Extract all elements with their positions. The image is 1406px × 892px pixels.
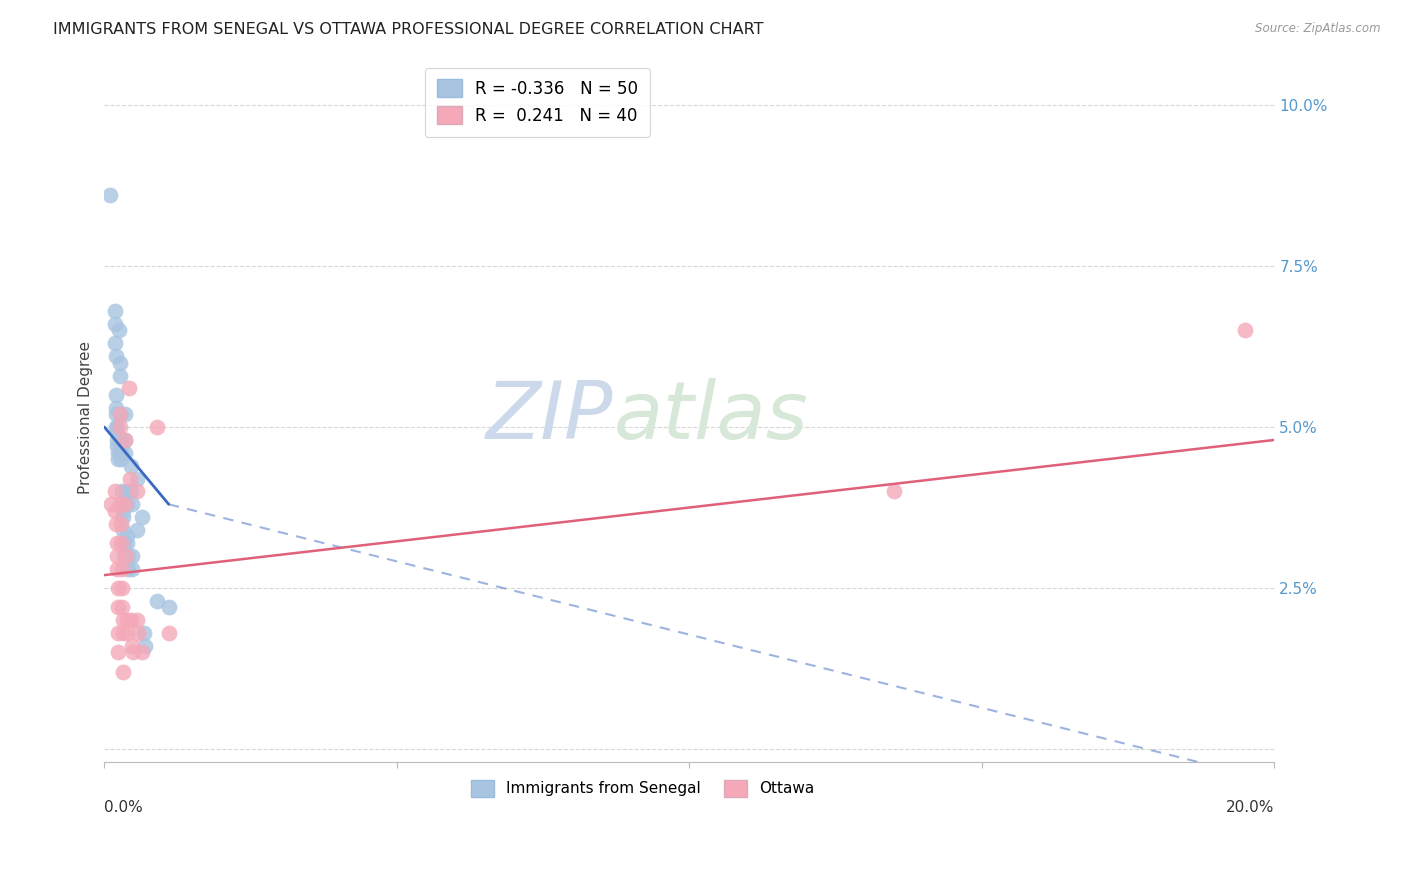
Point — [110, 516, 132, 531]
Text: IMMIGRANTS FROM SENEGAL VS OTTAWA PROFESSIONAL DEGREE CORRELATION CHART: IMMIGRANTS FROM SENEGAL VS OTTAWA PROFES… — [53, 22, 763, 37]
Point — [120, 471, 142, 485]
Point — [105, 407, 128, 421]
Point — [121, 639, 143, 653]
Point — [112, 665, 135, 679]
Point — [111, 626, 134, 640]
Point — [1234, 323, 1257, 337]
Point — [146, 594, 169, 608]
Point — [157, 600, 180, 615]
Point — [108, 323, 131, 337]
Point — [108, 407, 131, 421]
Point — [111, 562, 134, 576]
Point — [134, 639, 156, 653]
Point — [117, 562, 139, 576]
Y-axis label: Professional Degree: Professional Degree — [79, 341, 93, 494]
Point — [112, 536, 135, 550]
Point — [122, 645, 145, 659]
Point — [108, 407, 131, 421]
Point — [105, 420, 128, 434]
Point — [108, 356, 131, 370]
Point — [157, 626, 180, 640]
Point — [111, 504, 134, 518]
Point — [105, 549, 128, 563]
Point — [111, 600, 134, 615]
Point — [115, 529, 138, 543]
Point — [114, 433, 136, 447]
Point — [108, 368, 131, 383]
Point — [105, 349, 128, 363]
Point — [117, 549, 139, 563]
Point — [104, 317, 127, 331]
Point — [111, 613, 134, 627]
Point — [115, 497, 138, 511]
Point — [114, 407, 136, 421]
Point — [114, 497, 136, 511]
Point — [118, 381, 141, 395]
Point — [121, 497, 143, 511]
Point — [127, 626, 149, 640]
Point — [98, 188, 121, 202]
Point — [110, 446, 132, 460]
Point — [127, 613, 149, 627]
Point — [114, 446, 136, 460]
Point — [105, 388, 128, 402]
Point — [107, 600, 129, 615]
Text: ZIP: ZIP — [486, 378, 613, 457]
Point — [107, 581, 129, 595]
Point — [115, 626, 138, 640]
Point — [110, 439, 132, 453]
Point — [115, 536, 138, 550]
Point — [121, 562, 143, 576]
Point — [108, 497, 131, 511]
Point — [112, 549, 135, 563]
Point — [104, 484, 127, 499]
Point — [112, 523, 135, 537]
Legend: Immigrants from Senegal, Ottawa: Immigrants from Senegal, Ottawa — [461, 771, 824, 805]
Point — [127, 523, 149, 537]
Point — [111, 497, 134, 511]
Point — [108, 420, 131, 434]
Point — [115, 613, 138, 627]
Text: 20.0%: 20.0% — [1226, 799, 1274, 814]
Point — [105, 420, 128, 434]
Text: atlas: atlas — [613, 378, 808, 457]
Point — [107, 452, 129, 467]
Point — [104, 304, 127, 318]
Point — [107, 446, 129, 460]
Point — [105, 439, 128, 453]
Point — [120, 484, 142, 499]
Point — [110, 452, 132, 467]
Point — [125, 484, 148, 499]
Point — [131, 645, 153, 659]
Point — [111, 510, 134, 524]
Text: Source: ZipAtlas.com: Source: ZipAtlas.com — [1256, 22, 1381, 36]
Point — [115, 484, 138, 499]
Point — [125, 471, 148, 485]
Point — [114, 433, 136, 447]
Point — [105, 516, 128, 531]
Point — [107, 645, 129, 659]
Point — [883, 484, 905, 499]
Point — [146, 420, 169, 434]
Point — [120, 458, 142, 473]
Point — [120, 613, 142, 627]
Point — [110, 536, 132, 550]
Point — [105, 433, 128, 447]
Point — [131, 510, 153, 524]
Point — [107, 626, 129, 640]
Point — [104, 504, 127, 518]
Point — [121, 549, 143, 563]
Point — [104, 336, 127, 351]
Point — [100, 497, 122, 511]
Point — [111, 581, 134, 595]
Point — [110, 433, 132, 447]
Point — [115, 549, 138, 563]
Point — [105, 536, 128, 550]
Point — [105, 401, 128, 415]
Text: 0.0%: 0.0% — [104, 799, 143, 814]
Point — [111, 484, 134, 499]
Point — [134, 626, 156, 640]
Point — [105, 562, 128, 576]
